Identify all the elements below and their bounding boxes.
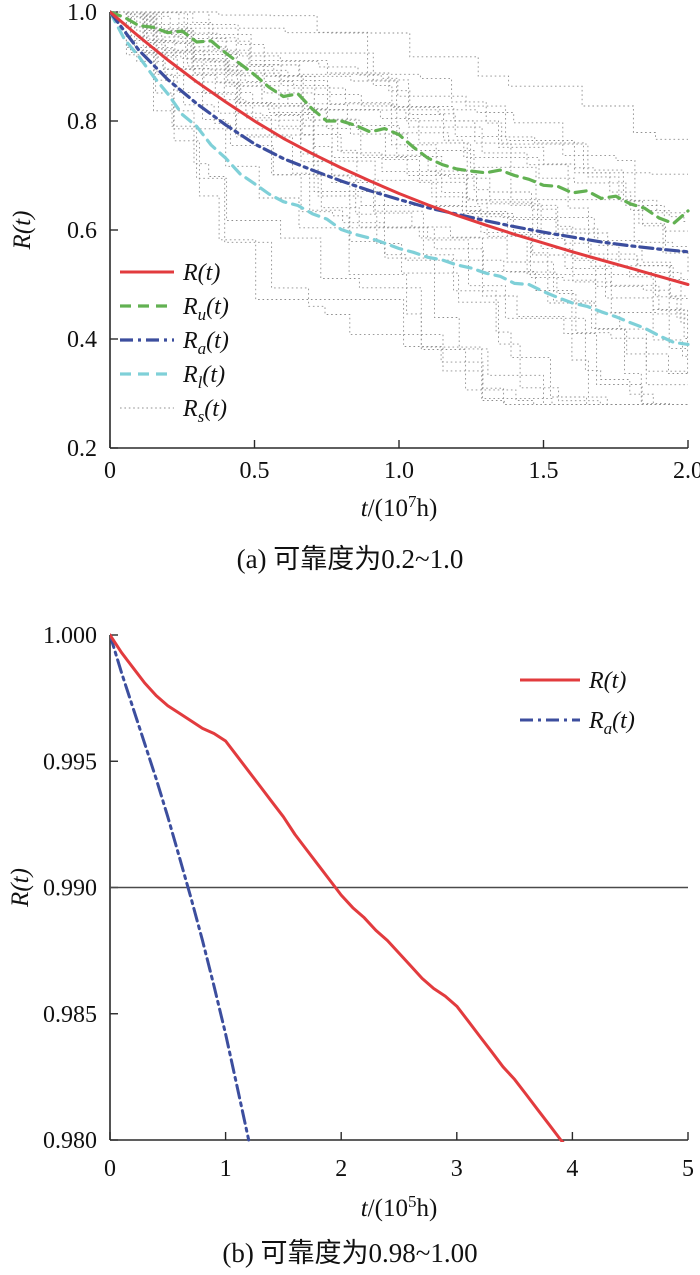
y-tick-label: 0.995: [43, 749, 97, 775]
sample-path: [110, 11, 688, 252]
legend-label: R(t): [588, 668, 626, 694]
chart-a-canvas: 0.2 0.4 0.6 0.8 1.0 0 0.5 1.0 1.5 2.0 R(t) t/(107h)…: [9, 0, 700, 522]
sample-path: [110, 11, 688, 297]
sample-path: [110, 11, 688, 357]
sample-path: [110, 11, 688, 372]
chart-b-block: 0.980 0.985 0.990 0.995 1.000 0 1 2 3 4 5 R(t) t/(10…: [0, 580, 700, 1275]
legend-label: Ra(t): [588, 708, 635, 738]
y-tick-label: 0.4: [67, 327, 97, 353]
legend-label: R(t): [182, 260, 220, 286]
x-tick-label: 1.0: [384, 458, 414, 484]
sample-path: [110, 11, 688, 405]
sample-paths: [110, 11, 689, 405]
x-tick-label: 1.5: [529, 458, 559, 484]
legend-label: Rs(t): [182, 396, 227, 426]
chart-a-caption: (a) 可靠度为0.2~1.0: [236, 543, 464, 574]
sample-path: [110, 11, 688, 319]
y-axis-label: R(t): [9, 211, 36, 251]
sample-path: [110, 11, 688, 175]
legend: R(t) Ra(t): [520, 668, 635, 738]
x-tick-label: 2: [335, 1156, 347, 1182]
series-Ra: [110, 10, 690, 254]
y-tick-label: 0.985: [43, 1002, 97, 1028]
sample-path: [110, 11, 688, 405]
legend-label: Ru(t): [182, 294, 229, 324]
x-tick-label: 0: [104, 458, 116, 484]
x-tick-label: 3: [451, 1156, 463, 1182]
y-tick-label: 1.0: [67, 0, 97, 26]
sample-path: [110, 11, 688, 405]
x-tick-label: 0.5: [240, 458, 270, 484]
sample-path: [110, 11, 688, 405]
sample-path: [110, 11, 688, 349]
sample-path: [110, 11, 688, 232]
sample-path: [110, 11, 688, 405]
x-tick-label: 4: [566, 1156, 578, 1182]
x-tick-label: 5: [682, 1156, 694, 1182]
legend-label: Rl(t): [182, 362, 225, 392]
x-tick-label: 0: [104, 1156, 116, 1182]
sample-path: [110, 11, 688, 280]
sample-path: [110, 11, 688, 405]
y-tick-label: 0.2: [67, 436, 97, 462]
sample-path: [110, 11, 688, 405]
y-tick-label: 0.990: [43, 876, 97, 902]
sample-path: [110, 11, 688, 386]
x-axis-label: t/(107h): [361, 492, 438, 522]
legend-label: Ra(t): [182, 328, 229, 358]
series-Ra: [110, 633, 251, 1142]
y-tick-label: 0.8: [67, 109, 97, 135]
chart-a-block: 0.2 0.4 0.6 0.8 1.0 0 0.5 1.0 1.5 2.0 R(t) t/(107h)…: [0, 0, 700, 580]
series-Rl: [110, 10, 690, 346]
y-tick-label: 0.6: [67, 218, 97, 244]
x-tick-label: 1: [220, 1156, 232, 1182]
x-tick-label: 2.0: [673, 458, 700, 484]
series-R: [110, 633, 565, 1142]
chart-b-canvas: 0.980 0.985 0.990 0.995 1.000 0 1 2 3 4 5 R(t) t/(10…: [7, 623, 694, 1222]
legend: R(t) Ru(t) Ra(t) Rl(t) Rs(t): [120, 260, 229, 426]
sample-path: [110, 11, 688, 405]
x-axis-label: t/(105h): [361, 1192, 438, 1222]
sample-path: [110, 11, 688, 339]
sample-path: [110, 11, 688, 405]
y-tick-label: 0.980: [43, 1128, 97, 1154]
series-Ru: [110, 10, 690, 226]
y-axis-label: R(t): [7, 868, 34, 908]
sample-path: [110, 11, 688, 247]
series-R: [110, 10, 690, 286]
y-tick-label: 1.000: [43, 623, 97, 649]
sample-path: [110, 11, 688, 324]
chart-b-caption: (b) 可靠度为0.98~1.00: [222, 1237, 478, 1268]
